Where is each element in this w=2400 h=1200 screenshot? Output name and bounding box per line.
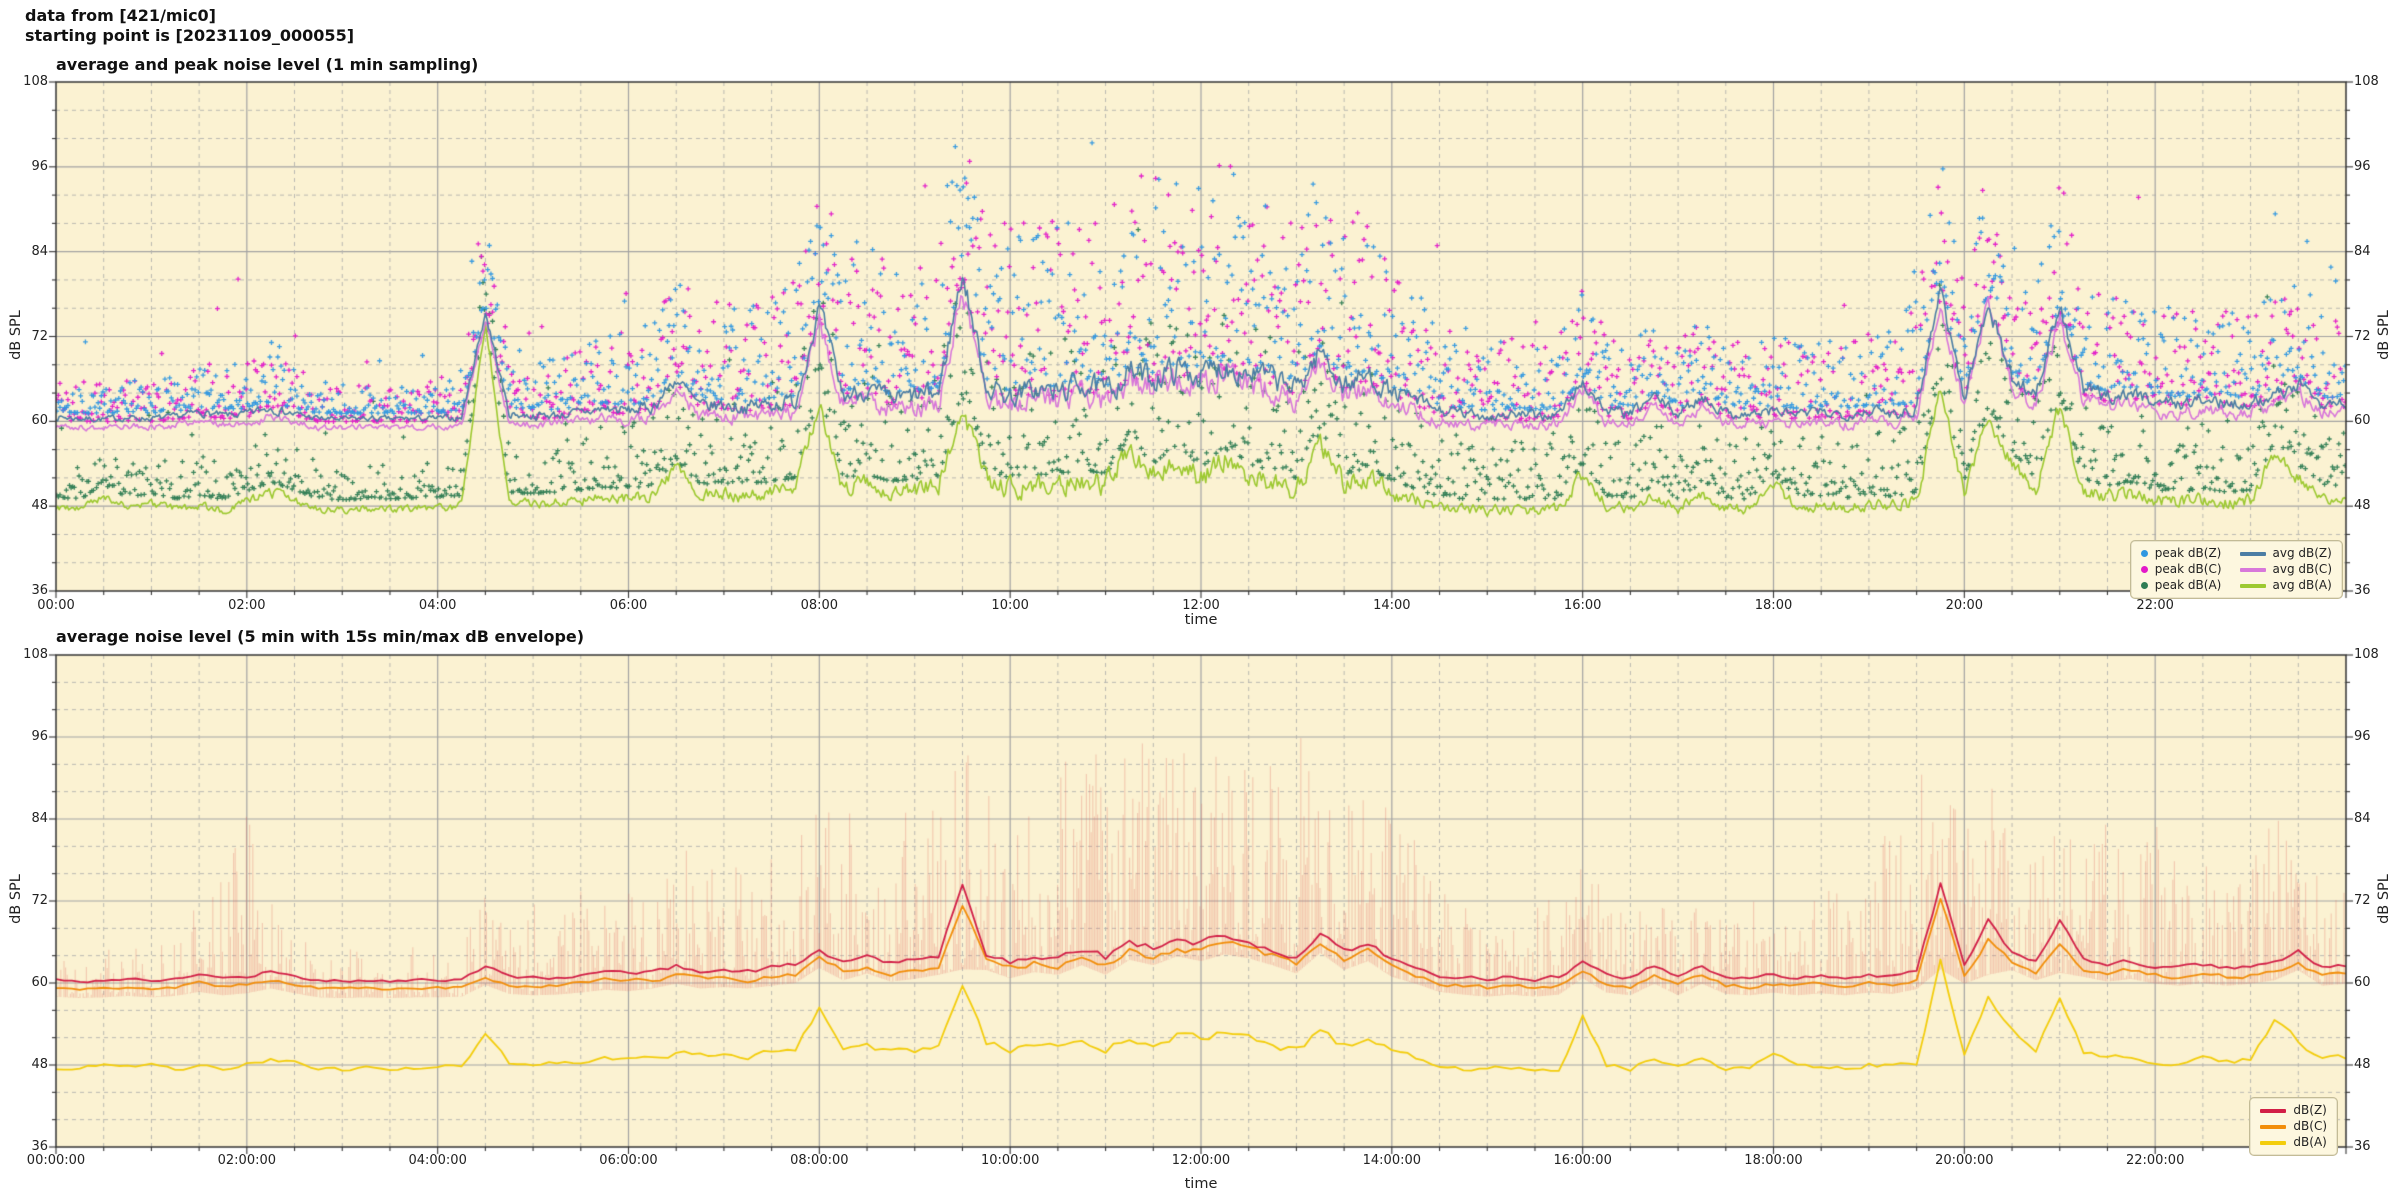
x-tick-label: 16:00:00 [1553,1153,1612,1168]
y-tick-label: 36 [2354,583,2371,598]
y-tick-label: 84 [31,811,48,826]
y-tick-label: 36 [2354,1139,2371,1154]
y-tick-label: 48 [2354,1057,2371,1072]
x-tick-label: 22:00:00 [2125,1153,2185,1168]
legend-dot-marker [2140,582,2148,589]
legend-label: peak dB(C) [2154,562,2222,576]
header-line-2: starting point is [20231109_000055] [25,26,355,45]
y-tick-label: 60 [2354,413,2371,429]
top-chart-plot-canvas [38,64,2364,609]
y-tick-label: 48 [31,1057,48,1072]
y-tick-label: 60 [2354,975,2371,990]
x-tick-label: 08:00:00 [790,1153,849,1168]
y-tick-label: 84 [2354,811,2371,826]
x-tick-label: 04:00 [418,598,457,613]
legend-item: peak dB(C) [2140,562,2222,577]
x-tick-label: 02:00 [228,598,266,613]
x-tick-label: 10:00 [991,598,1029,613]
legend-label: dB(A) [2293,1135,2327,1149]
legend-item: peak dB(A) [2140,578,2222,593]
legend-label: peak dB(Z) [2154,546,2222,560]
y-tick-label: 108 [23,647,48,662]
legend-line-marker [2239,583,2266,588]
y-tick-label: 96 [2354,158,2371,174]
y-tick-label: 84 [2354,243,2371,259]
x-tick-label: 08:00 [800,598,839,613]
y-tick-label: 108 [23,74,48,89]
legend-label: peak dB(A) [2154,578,2222,592]
x-tick-label: 18:00 [1754,598,1793,613]
y-tick-label: 36 [31,583,48,598]
legend-dot-marker [2140,566,2148,573]
legend-line-marker [2260,1108,2287,1113]
y-tick-label: 60 [31,975,48,990]
y-tick-label: 108 [2354,647,2379,662]
legend-line-marker [2260,1124,2287,1129]
x-tick-label: 12:00 [1182,598,1220,613]
bottom-chart-plot-canvas [38,637,2364,1165]
legend-item: avg dB(Z) [2239,546,2332,561]
legend-item: dB(A) [2260,1135,2327,1150]
legend-label: avg dB(A) [2272,578,2332,592]
x-tick-label: 12:00:00 [1171,1153,1231,1168]
bottom-chart-legend: dB(Z) dB(C) dB(A) [2249,1097,2338,1156]
x-tick-label: 14:00:00 [1362,1153,1422,1168]
x-tick-label: 02:00:00 [217,1153,277,1168]
x-tick-label: 16:00 [1563,598,1602,613]
legend-label: avg dB(Z) [2272,546,2332,560]
top-chart-legend: peak dB(Z) peak dB(C) peak dB(A) avg dB(Z) a… [2129,540,2343,599]
x-tick-label: 18:00:00 [1744,1153,1803,1168]
y-tick-label: 96 [2354,729,2371,744]
legend-label: avg dB(C) [2272,562,2332,576]
x-tick-label: 20:00:00 [1935,1153,1994,1168]
legend-item: dB(C) [2260,1119,2327,1134]
x-tick-label: 00:00 [37,598,75,613]
y-tick-label: 84 [31,243,48,259]
legend-item: dB(Z) [2260,1103,2327,1118]
y-tick-label: 48 [31,498,48,514]
y-tick-label: 72 [31,328,48,344]
y-tick-label: 108 [2354,74,2379,89]
y-tick-label: 96 [31,729,48,744]
legend-line-marker [2260,1140,2287,1145]
top-chart-xlabel: time [1184,612,1218,628]
y-tick-label: 60 [31,413,48,429]
legend-line-marker [2239,567,2266,572]
x-tick-label: 10:00:00 [980,1153,1040,1168]
legend-item: peak dB(Z) [2140,546,2222,561]
legend-label: dB(C) [2293,1119,2327,1133]
y-tick-label: 36 [31,1139,48,1154]
x-tick-label: 14:00 [1373,598,1411,613]
x-tick-label: 06:00:00 [599,1153,658,1168]
x-tick-label: 20:00 [1945,598,1984,613]
x-tick-label: 00:00:00 [26,1153,86,1168]
y-tick-label: 48 [2354,498,2371,514]
y-tick-label: 96 [31,158,48,174]
legend-label: dB(Z) [2293,1103,2327,1117]
header-line-1: data from [421/mic0] [25,6,216,25]
y-tick-label: 72 [2354,328,2371,344]
y-tick-label: 72 [31,893,48,908]
x-tick-label: 06:00 [609,598,648,613]
bottom-chart-xlabel: time [1184,1176,1218,1192]
legend-line-marker [2239,551,2266,556]
legend-item: avg dB(C) [2239,562,2332,577]
legend-dot-marker [2140,550,2148,557]
x-tick-label: 04:00:00 [408,1153,467,1168]
x-tick-label: 22:00 [2136,598,2174,613]
y-tick-label: 72 [2354,893,2371,908]
legend-item: avg dB(A) [2239,578,2332,593]
